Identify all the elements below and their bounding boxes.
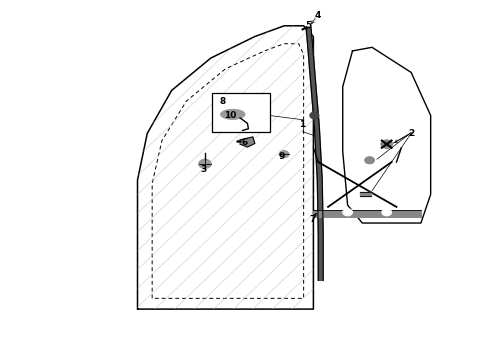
Polygon shape xyxy=(240,137,255,147)
Circle shape xyxy=(198,159,211,168)
Circle shape xyxy=(310,112,319,119)
Text: 2: 2 xyxy=(408,129,414,138)
FancyBboxPatch shape xyxy=(212,93,270,132)
Bar xyxy=(314,211,421,217)
Text: 9: 9 xyxy=(278,152,285,161)
Text: 5: 5 xyxy=(305,21,312,30)
Circle shape xyxy=(343,209,352,216)
Circle shape xyxy=(382,209,392,216)
Circle shape xyxy=(381,140,392,148)
Text: 7: 7 xyxy=(309,215,316,224)
Circle shape xyxy=(279,150,289,158)
Text: 1: 1 xyxy=(299,120,306,129)
Circle shape xyxy=(351,168,363,177)
Text: 4: 4 xyxy=(314,10,320,19)
Bar xyxy=(360,192,370,196)
Text: 10: 10 xyxy=(224,111,237,120)
Text: 3: 3 xyxy=(200,165,207,174)
Polygon shape xyxy=(306,28,323,280)
Text: 8: 8 xyxy=(220,96,226,105)
Circle shape xyxy=(365,157,374,164)
Ellipse shape xyxy=(220,109,245,120)
Text: 6: 6 xyxy=(242,138,248,147)
